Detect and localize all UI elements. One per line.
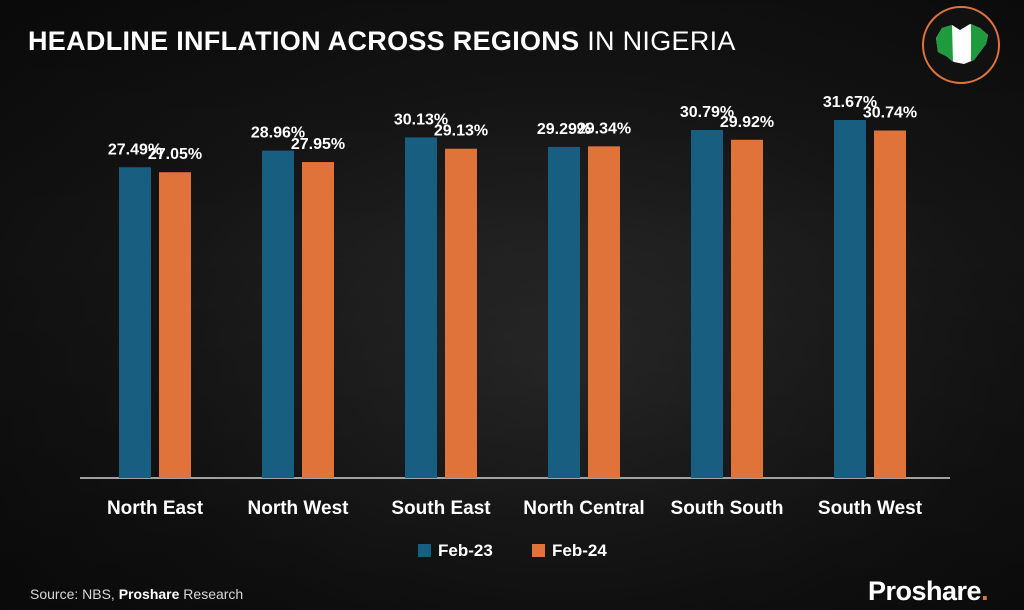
bar-feb23-4 bbox=[691, 129, 723, 479]
bar-feb23-2 bbox=[405, 137, 437, 479]
bar-feb24-3 bbox=[588, 146, 620, 478]
data-label: 27.05% bbox=[148, 146, 202, 163]
brand-dot: . bbox=[981, 576, 989, 606]
legend-swatch bbox=[532, 544, 545, 557]
x-tick-label: South West bbox=[818, 498, 923, 519]
data-label: 28.96% bbox=[251, 125, 305, 142]
source-note: Source: NBS, Proshare Research bbox=[30, 586, 243, 602]
data-label: 30.13% bbox=[394, 111, 448, 128]
bar-feb24-5 bbox=[874, 130, 906, 478]
legend-label: Feb-24 bbox=[552, 541, 607, 560]
chart-title: HEADLINE INFLATION ACROSS REGIONS IN NIG… bbox=[28, 26, 736, 57]
nigeria-map-shape bbox=[936, 24, 988, 64]
brand-logo: Proshare. bbox=[868, 576, 989, 607]
data-label: 29.92% bbox=[720, 114, 774, 131]
bar-feb23-3 bbox=[548, 146, 580, 479]
source-prefix: Source: NBS, bbox=[30, 586, 119, 602]
title-bold: HEADLINE INFLATION ACROSS REGIONS bbox=[28, 26, 580, 56]
brand-name: Proshare bbox=[868, 576, 982, 606]
source-suffix: Research bbox=[179, 586, 244, 602]
x-tick-label: North East bbox=[107, 498, 204, 519]
data-label: 31.67% bbox=[823, 94, 877, 111]
bar-feb24-2 bbox=[445, 148, 477, 478]
bar-feb23-5 bbox=[834, 120, 866, 478]
data-label: 30.79% bbox=[680, 104, 734, 121]
bar-feb23-1 bbox=[262, 150, 294, 478]
legend-swatch bbox=[418, 544, 431, 557]
nigeria-map-icon bbox=[922, 6, 1000, 84]
x-tick-label: South East bbox=[391, 498, 491, 519]
bar-feb24-1 bbox=[302, 162, 334, 478]
data-label: 30.74% bbox=[863, 105, 917, 122]
data-label: 29.13% bbox=[434, 123, 488, 140]
x-tick-label: North Central bbox=[523, 498, 644, 519]
data-label: 29.29% bbox=[537, 121, 591, 138]
title-light: IN NIGERIA bbox=[579, 26, 736, 56]
data-label: 27.49% bbox=[108, 141, 162, 158]
x-tick-label: North West bbox=[248, 498, 350, 519]
source-strong: Proshare bbox=[118, 586, 180, 602]
x-tick-label: South South bbox=[671, 498, 784, 519]
bar-feb23-0 bbox=[119, 167, 151, 478]
data-label: 27.95% bbox=[291, 136, 345, 153]
bar-feb24-4 bbox=[731, 139, 763, 478]
bar-feb24-0 bbox=[159, 172, 191, 478]
legend-label: Feb-23 bbox=[438, 541, 493, 560]
data-label: 29.34% bbox=[577, 120, 631, 137]
